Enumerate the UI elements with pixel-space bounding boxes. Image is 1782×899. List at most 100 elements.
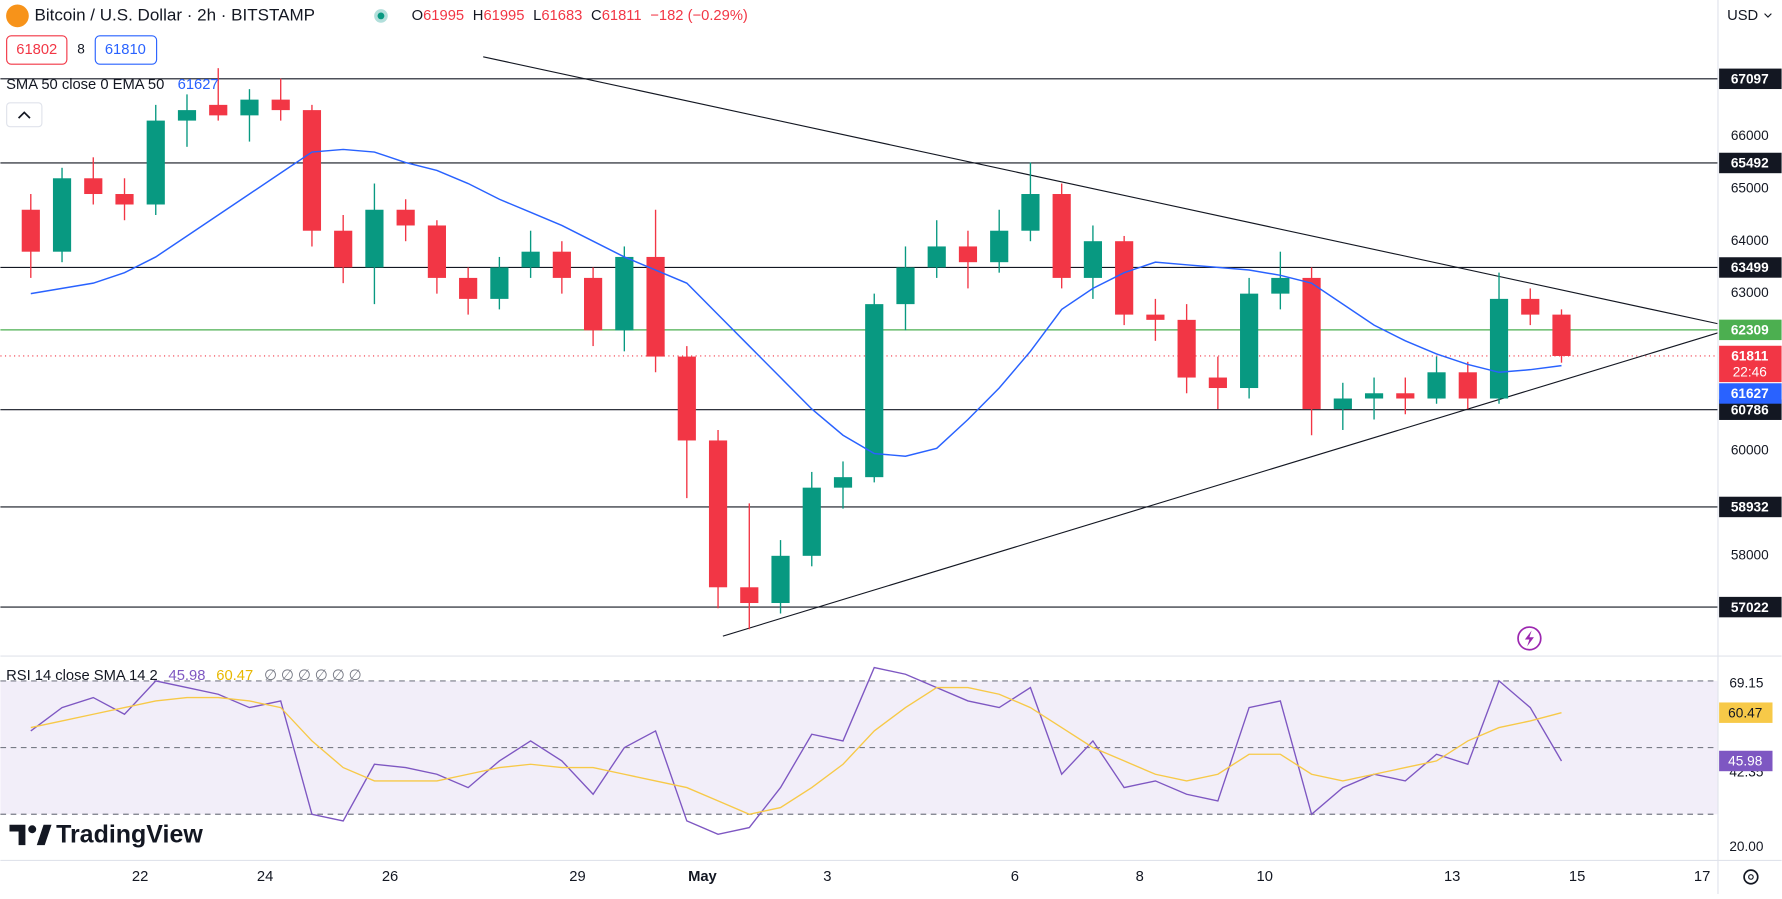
dropdown-icon [1764, 13, 1772, 18]
candle-body [708, 440, 728, 588]
x-tick-label: 10 [1257, 869, 1273, 885]
candle-body [1021, 194, 1040, 231]
y-tick-label: 60000 [1731, 443, 1769, 458]
candle-body [1396, 393, 1415, 399]
rsi-tick-label: 20.00 [1729, 839, 1764, 854]
candle-body [833, 477, 853, 488]
candle-body [52, 178, 72, 252]
settings-icon[interactable] [1743, 869, 1759, 885]
ask-price: 61810 [105, 42, 146, 58]
level-tag-label: 67097 [1731, 72, 1769, 87]
ohlc-key: L [533, 8, 541, 24]
candle-body [802, 487, 821, 556]
candle-body [459, 277, 478, 299]
rsi-tag [1719, 750, 1773, 772]
collapse-button[interactable] [6, 102, 43, 128]
candle-body [21, 209, 40, 252]
sell-button[interactable] [6, 35, 68, 65]
symbol-title: Bitcoin / U.S. Dollar · 2h · BITSTAMP [34, 5, 315, 24]
ohlc-change: −182 (−0.29%) [650, 8, 748, 24]
x-tick-label: 17 [1694, 869, 1710, 885]
candle-body [1521, 298, 1540, 315]
x-tick-label: May [688, 869, 717, 885]
candle-body [1115, 241, 1134, 315]
candle-body [271, 99, 290, 111]
x-tick-label: 13 [1444, 869, 1460, 885]
moving-average [30, 148, 1562, 457]
ohlc-value: 61811 [602, 8, 642, 24]
rsi-value: 45.98 [169, 668, 206, 684]
symbol-icon [6, 4, 29, 28]
candle-body [677, 356, 696, 441]
candle-body [1083, 241, 1103, 278]
candle-body [115, 194, 134, 205]
ma-tag [1719, 383, 1782, 404]
candle-body [896, 267, 915, 305]
candle-body [990, 230, 1009, 263]
currency-selector[interactable]: USD [1727, 8, 1758, 24]
bolt [1524, 630, 1534, 647]
level-tag [1719, 399, 1782, 420]
ohlc-key: O [412, 8, 423, 24]
drawings [483, 56, 1719, 637]
candle-body [396, 209, 415, 226]
level-tag [1719, 68, 1782, 90]
x-tick-label: 22 [132, 869, 148, 885]
candle-body [615, 256, 634, 331]
candle-body [740, 587, 759, 604]
candle-body [1177, 319, 1196, 378]
rsi-tag-label: 45.98 [1728, 754, 1762, 769]
candle-body [427, 225, 446, 278]
logo-mark [36, 824, 52, 846]
candle-body [1208, 377, 1227, 389]
candle-body [865, 304, 884, 478]
x-tick-label: 8 [1136, 869, 1144, 885]
candle-body [1552, 314, 1571, 356]
candle-body [584, 277, 603, 331]
level-tag [1719, 152, 1782, 174]
level-tag-label: 63499 [1731, 260, 1769, 275]
ohlc-value: 61995 [483, 8, 524, 24]
x-tick-label: 29 [569, 869, 585, 885]
x-tick-label: 15 [1569, 869, 1585, 885]
rsi-tick-label: 69.15 [1729, 675, 1763, 690]
rsi-line [30, 666, 1563, 835]
indicator-legend: SMA 50 close 0 EMA 50 [6, 77, 164, 93]
candle-body [84, 178, 103, 195]
y-tick-label: 66000 [1731, 128, 1769, 143]
spread: 8 [77, 42, 85, 57]
candle-body [1271, 277, 1290, 294]
candle-body [1240, 293, 1259, 389]
level-tag-label: 57022 [1731, 600, 1769, 615]
candle-body [927, 246, 946, 268]
level-tag-label: 58932 [1731, 500, 1769, 515]
market-status-dot [377, 12, 385, 20]
y-tick-label: 64000 [1731, 233, 1769, 248]
candle-body [1489, 298, 1509, 399]
candle-body [1427, 372, 1446, 399]
level-tag-label: 60786 [1731, 402, 1769, 417]
candle-body [521, 251, 540, 268]
trendline [483, 56, 1719, 325]
y-tick-label: 58000 [1731, 547, 1769, 562]
x-tick-label: 24 [257, 869, 273, 885]
candle-body [240, 99, 259, 116]
ohlc: O61995 H61995 L61683 C61811 −182 (−0.29%… [412, 8, 748, 24]
candle-body [490, 267, 509, 299]
level-tag [1719, 257, 1782, 278]
candle-body [209, 104, 228, 116]
level-tag [1719, 319, 1782, 341]
ohlc-key: C [591, 8, 602, 24]
indicator-value: 61627 [178, 77, 219, 93]
candle-body [1364, 393, 1384, 399]
level-tag [1719, 596, 1782, 618]
collapse-icon [17, 111, 31, 119]
buy-button[interactable] [94, 35, 158, 65]
rsi-sma-value: 60.47 [216, 668, 253, 684]
candle-body [552, 251, 571, 278]
rsi-legend: RSI 14 close SMA 14 2 [6, 668, 158, 684]
trendline [722, 332, 1719, 637]
candle-body [334, 230, 353, 268]
